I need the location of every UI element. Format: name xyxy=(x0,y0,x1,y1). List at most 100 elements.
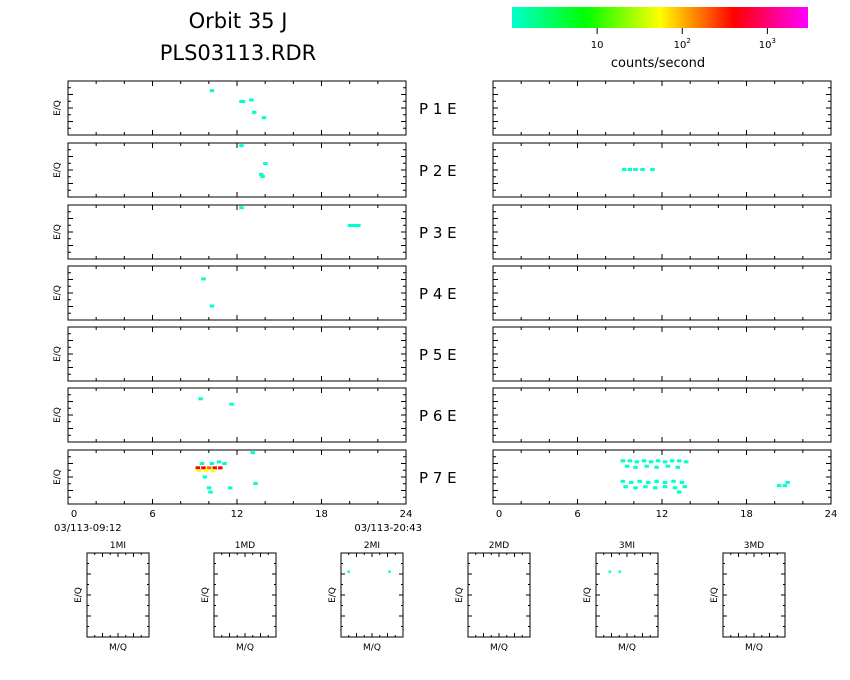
mass-panel-frame xyxy=(213,552,277,638)
panel-frame xyxy=(67,80,407,136)
mass-panel-title: 2MI xyxy=(364,541,380,551)
mass-panel-y-label: E/Q xyxy=(201,587,211,603)
x-tick-label: 0 xyxy=(71,509,77,520)
count-cell xyxy=(209,462,215,465)
count-cell xyxy=(347,570,350,573)
count-cell xyxy=(633,486,638,490)
panel-left-3: E/Q xyxy=(53,204,407,260)
count-cell xyxy=(676,490,682,494)
panel-left-5: E/Q xyxy=(53,326,407,382)
panel-frame xyxy=(492,449,832,505)
colorbar-tick-base: 10 xyxy=(591,40,604,51)
panel-left-1: E/Q xyxy=(53,80,407,136)
panel-right-4 xyxy=(492,265,832,321)
count-cell xyxy=(209,89,215,93)
panel-frame xyxy=(67,449,407,505)
count-cell xyxy=(641,459,647,463)
figure-subtitle: PLS03113.RDR xyxy=(160,41,317,65)
colorbar-tick-label: 102 xyxy=(674,37,691,51)
colorbar-tick-base: 10 xyxy=(674,40,687,51)
panel-right-7 xyxy=(492,449,832,505)
count-cell xyxy=(356,224,361,228)
count-cell xyxy=(776,484,782,488)
count-cell xyxy=(229,402,234,406)
mass-panel-x-label: M/Q xyxy=(745,643,763,653)
count-cell xyxy=(643,485,648,489)
count-cell xyxy=(251,110,257,114)
count-cell xyxy=(250,451,255,455)
x-tick-label: 6 xyxy=(574,509,580,520)
count-cell xyxy=(199,462,205,465)
panel-grid: E/Q P 1 E E/Q P 2 E E/Q P 3 E E/Q P 4 E E/Q P 5 E… xyxy=(53,80,837,534)
count-cell xyxy=(662,460,668,464)
count-cell xyxy=(652,486,658,490)
count-cell xyxy=(351,224,357,228)
mass-panel-frame xyxy=(467,552,531,638)
count-cell xyxy=(633,465,638,469)
panel-left-6: E/Q xyxy=(53,387,407,443)
count-cell xyxy=(240,100,246,104)
panel-label: P 1 E xyxy=(419,100,457,118)
mass-panel-frame xyxy=(340,552,404,638)
count-cell xyxy=(645,480,651,484)
count-cell xyxy=(608,570,612,573)
count-cell xyxy=(671,479,676,483)
count-cell xyxy=(624,464,630,468)
panel-left-2: E/Q xyxy=(53,142,407,198)
mass-panel-title: 1MI xyxy=(110,541,126,551)
count-cell xyxy=(216,460,222,464)
panel-frame xyxy=(492,80,832,136)
panel-label: P 4 E xyxy=(419,285,457,303)
count-cell xyxy=(683,460,689,464)
count-cell xyxy=(206,466,212,470)
panel-right-3 xyxy=(492,204,832,260)
count-cell xyxy=(627,459,633,463)
panel-label: P 6 E xyxy=(419,407,457,425)
panel-frame xyxy=(492,326,832,382)
panel-right-2 xyxy=(492,142,832,198)
mass-panel-title: 2MD xyxy=(489,541,509,551)
panel-frame xyxy=(492,387,832,443)
mass-panel-x-label: M/Q xyxy=(618,643,636,653)
count-cell xyxy=(196,469,202,473)
count-cell xyxy=(202,475,208,479)
count-cell xyxy=(650,167,655,171)
count-cell xyxy=(782,484,788,488)
count-cell xyxy=(675,465,680,469)
colorbar-tick-label: 103 xyxy=(759,37,776,51)
mass-panel-2md: 2MD M/Q E/Q xyxy=(455,541,531,653)
count-cell xyxy=(253,481,258,485)
count-cell xyxy=(621,167,627,171)
y-axis-label: E/Q xyxy=(53,469,63,485)
mass-panel-3mi: 3MI M/Q E/Q xyxy=(583,541,659,653)
y-axis-label: E/Q xyxy=(53,100,63,116)
x-tick-label: 18 xyxy=(315,509,328,520)
panel-left-7: E/Q xyxy=(53,449,407,505)
panel-frame xyxy=(67,326,407,382)
count-cell xyxy=(227,486,233,490)
count-cell xyxy=(239,144,244,148)
count-cell xyxy=(654,479,659,483)
mass-panel-3md: 3MD M/Q E/Q xyxy=(710,541,786,653)
mass-panel-y-label: E/Q xyxy=(328,587,338,603)
mass-panel-x-label: M/Q xyxy=(490,643,508,653)
count-cell xyxy=(218,466,223,470)
y-axis-label: E/Q xyxy=(53,224,63,240)
mass-panel-x-label: M/Q xyxy=(109,643,127,653)
y-axis-label: E/Q xyxy=(53,407,63,423)
count-cell xyxy=(249,98,254,102)
count-cell xyxy=(261,116,267,120)
count-cell xyxy=(669,459,675,463)
mass-panel-title: 1MD xyxy=(235,541,255,551)
count-cell xyxy=(211,469,216,473)
mass-panel-frame xyxy=(595,552,659,638)
count-cell xyxy=(629,480,634,484)
colorbar-tick-exponent: 3 xyxy=(772,37,776,45)
y-axis-label: E/Q xyxy=(53,162,63,178)
count-cell xyxy=(623,485,628,489)
count-cell xyxy=(201,466,206,470)
colorbar-ticks: 10 102 103 xyxy=(591,28,776,51)
count-cell xyxy=(209,304,215,308)
panel-left-4: E/Q xyxy=(53,265,407,321)
x-tick-label: 24 xyxy=(400,509,413,520)
